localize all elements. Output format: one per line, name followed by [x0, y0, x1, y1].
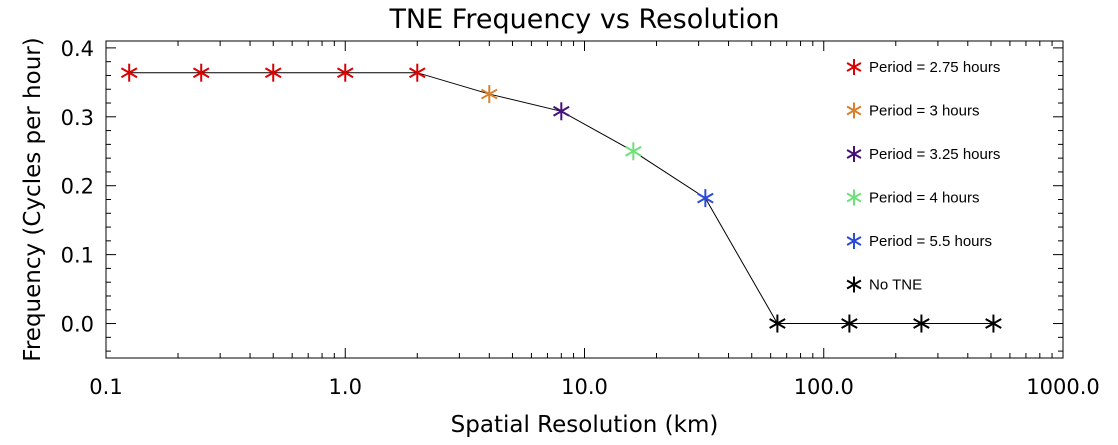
data-point	[480, 85, 498, 104]
x-tick-label: 0.1	[89, 375, 122, 399]
data-markers	[120, 63, 1002, 333]
data-point	[120, 63, 138, 82]
legend-label: No TNE	[869, 277, 922, 294]
legend-marker	[846, 102, 862, 119]
legend-label: Period = 3.25 hours	[869, 146, 1000, 163]
data-point	[985, 314, 1002, 333]
legend-label: Period = 5.5 hours	[869, 233, 992, 250]
data-point	[192, 63, 210, 82]
x-tick-label: 1000.0	[1026, 375, 1099, 399]
legend-label: Period = 4 hours	[869, 190, 980, 207]
y-tick-labels: 0.0 0.1 0.2 0.3 0.4	[61, 37, 94, 337]
axis-ticks	[105, 41, 1064, 358]
y-tick-label: 0.2	[61, 175, 94, 199]
data-point	[841, 314, 858, 333]
x-axis-label: Spatial Resolution (km)	[451, 412, 719, 438]
chart-title: TNE Frequency vs Resolution	[388, 4, 779, 35]
y-tick-label: 0.1	[61, 244, 94, 268]
legend-label: Period = 3 hours	[869, 103, 980, 120]
data-point	[264, 63, 282, 82]
x-tick-labels: 0.1 1.0 10.0 100.0 1000.0	[89, 375, 1099, 399]
data-point	[769, 314, 786, 333]
legend: Period = 2.75 hours Period = 3 hours Perio…	[846, 59, 1000, 294]
x-tick-label: 1.0	[329, 375, 362, 399]
y-tick-label: 0.3	[61, 106, 94, 130]
data-point	[697, 189, 714, 208]
data-point	[553, 102, 570, 121]
legend-marker	[846, 59, 862, 75]
data-point	[408, 63, 426, 82]
y-tick-label: 0.4	[61, 37, 94, 61]
data-point	[625, 142, 642, 161]
data-point	[913, 314, 930, 333]
legend-marker	[846, 146, 862, 162]
data-point	[336, 63, 354, 82]
legend-label: Period = 2.75 hours	[869, 59, 1000, 76]
legend-marker	[846, 233, 862, 249]
y-axis-label: Frequency (Cycles per hour)	[20, 37, 46, 361]
y-tick-label: 0.0	[61, 313, 94, 337]
x-tick-label: 10.0	[561, 375, 608, 399]
legend-marker	[846, 189, 862, 206]
legend-marker	[846, 276, 862, 293]
x-tick-label: 100.0	[794, 375, 854, 399]
